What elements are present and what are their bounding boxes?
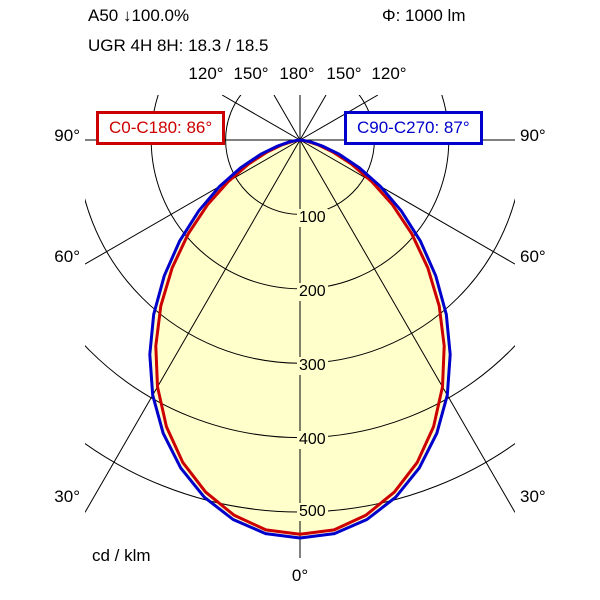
unit-label: cd / klm — [92, 546, 151, 565]
angle-label-right-30: 30° — [520, 487, 546, 506]
grid-radial-line — [299, 139, 515, 513]
intensity-curve-layer — [148, 138, 452, 540]
angle-label-bottom-0: 0° — [291, 566, 309, 585]
grid-radial-line — [273, 95, 301, 141]
ring-label-400: 400 — [297, 431, 328, 449]
ring-label-200: 200 — [297, 283, 328, 301]
angle-label-top-180: 180° — [279, 64, 315, 83]
legend-c0: C0-C180: 86° — [96, 111, 226, 145]
flux-fraction-label: A50 ↓100.0% — [88, 6, 190, 25]
luminous-flux-label: Φ: 1000 lm — [382, 6, 466, 25]
grid-radial-line — [299, 95, 379, 141]
angle-label-top-120-right: 120° — [371, 64, 407, 83]
curve-C0-C180 — [154, 138, 446, 536]
legend-c90: C90-C270: 87° — [344, 111, 483, 145]
grid-radial-line — [221, 95, 301, 141]
angle-label-left-90: 90° — [54, 126, 80, 145]
grid-radial-line — [299, 139, 515, 265]
curve-C90-C270 — [148, 138, 452, 540]
ugr-label: UGR 4H 8H: 18.3 / 18.5 — [88, 36, 269, 55]
angle-label-left-60: 60° — [54, 247, 80, 266]
ring-label-100: 100 — [297, 209, 328, 227]
grid-radial-line — [85, 139, 301, 265]
grid-radial-line — [85, 139, 301, 513]
angle-label-right-90: 90° — [520, 126, 546, 145]
legend-c0-label: C0-C180: 86° — [109, 118, 213, 137]
angle-label-right-60: 60° — [520, 247, 546, 266]
angle-label-left-30: 30° — [54, 487, 80, 506]
legend-c90-label: C90-C270: 87° — [357, 118, 470, 137]
ring-label-300: 300 — [297, 357, 328, 375]
angle-label-top-150-left: 150° — [233, 64, 269, 83]
angle-label-top-120-left: 120° — [188, 64, 224, 83]
angle-label-top-150-right: 150° — [326, 64, 362, 83]
grid-radial-line — [299, 95, 327, 141]
ring-label-500: 500 — [297, 503, 328, 521]
